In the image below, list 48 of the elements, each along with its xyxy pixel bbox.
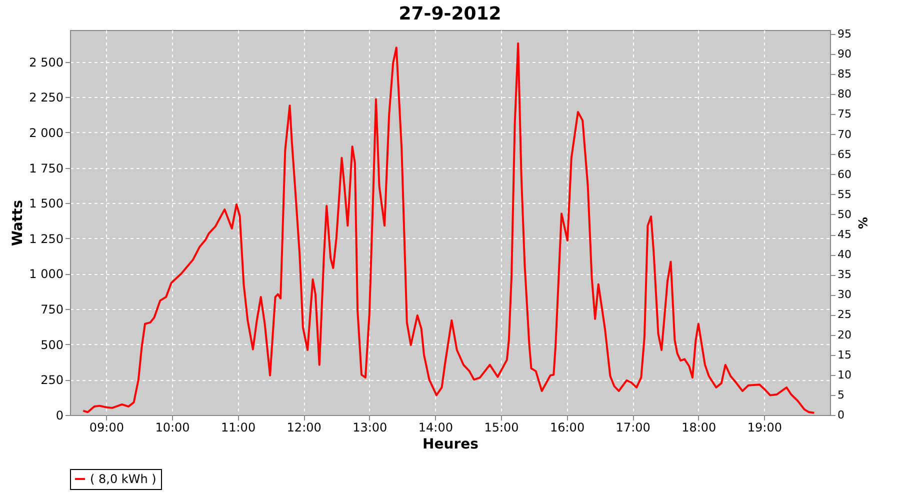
y2-tick-label: 40 xyxy=(838,248,852,262)
x-axis-title: Heures xyxy=(422,436,478,452)
x-tick-label: 17:00 xyxy=(616,420,650,434)
y2-tick-label: 50 xyxy=(838,208,852,221)
y-tick-label: 0 xyxy=(56,408,64,422)
x-tick-label: 13:00 xyxy=(352,420,388,434)
y2-tick-label: 35 xyxy=(838,268,852,282)
y-tick-label: 2 500 xyxy=(29,55,64,70)
y2-tick-label: 70 xyxy=(838,128,852,141)
y2-tick-label: 15 xyxy=(838,348,852,362)
y2-tick-label: 80 xyxy=(838,88,852,101)
y2-tick-label: 75 xyxy=(838,108,852,121)
y2-tick-label: 0 xyxy=(838,408,844,422)
x-tick-label: 14:00 xyxy=(418,420,453,434)
line-series xyxy=(82,42,816,414)
y2-tick-label: 90 xyxy=(838,48,852,61)
y-tick-label: 1 000 xyxy=(29,267,64,282)
chart-title: 27-9-2012 xyxy=(398,3,502,24)
y2-tick-label: 25 xyxy=(838,308,852,322)
y2-tick-label: 85 xyxy=(838,68,852,81)
y-axis-title: Watts xyxy=(10,200,26,246)
x-tick-label: 09:00 xyxy=(89,420,124,434)
y2-tick-label: 60 xyxy=(838,168,852,181)
legend-label: ( 8,0 kWh ) xyxy=(90,472,156,486)
y2-tick-label: 5 xyxy=(838,388,844,402)
y-tick-label: 1 750 xyxy=(29,161,64,176)
y-tick-label: 2 000 xyxy=(29,126,64,140)
y2-tick-label: 95 xyxy=(838,28,852,41)
x-tick-label: 19:00 xyxy=(747,420,782,434)
y2-tick-label: 30 xyxy=(838,288,852,302)
y2-axis-title: % xyxy=(855,216,870,230)
x-tick-label: 16:00 xyxy=(550,420,585,434)
x-tick-label: 10:00 xyxy=(155,420,190,434)
y2-tick-label: 65 xyxy=(838,148,852,161)
x-tick-label: 18:00 xyxy=(682,420,716,434)
y-tick-label: 1 250 xyxy=(29,232,64,246)
y2-tick-label: 10 xyxy=(838,368,852,382)
y2-tick-label: 45 xyxy=(838,228,852,242)
x-tick-label: 12:00 xyxy=(286,420,322,434)
y-tick-label: 500 xyxy=(40,338,64,352)
x-tick-label: 15:00 xyxy=(484,420,519,434)
y2-tick-label: 20 xyxy=(838,328,852,342)
y-tick-label: 250 xyxy=(40,373,64,388)
y2-tick-label: 55 xyxy=(838,188,852,201)
y-tick-label: 1 500 xyxy=(29,196,64,211)
y-tick-label: 2 250 xyxy=(29,90,64,105)
x-tick-label: 11:00 xyxy=(220,420,256,434)
y-tick-label: 750 xyxy=(40,302,64,317)
